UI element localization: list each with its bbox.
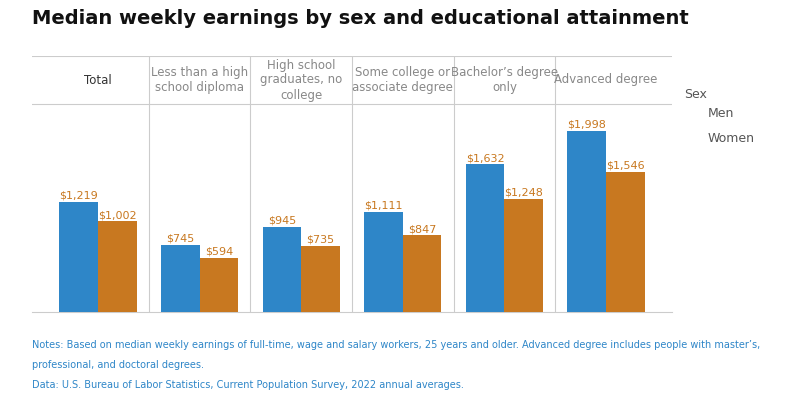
Text: Advanced degree: Advanced degree [554, 74, 658, 86]
Text: Bachelor’s degree
only: Bachelor’s degree only [451, 66, 558, 94]
Text: $1,998: $1,998 [567, 120, 606, 130]
Text: $1,002: $1,002 [98, 210, 137, 220]
Text: Some college or
associate degree: Some college or associate degree [352, 66, 454, 94]
Bar [302, 246, 340, 312]
Text: Women: Women [708, 132, 755, 144]
Text: Notes: Based on median weekly earnings of full-time, wage and salary workers, 25: Notes: Based on median weekly earnings o… [32, 340, 760, 350]
Text: High school
graduates, no
college: High school graduates, no college [260, 58, 342, 102]
Bar [262, 226, 302, 312]
Text: $735: $735 [306, 234, 334, 244]
Text: $1,546: $1,546 [606, 161, 645, 171]
Text: Median weekly earnings by sex and educational attainment: Median weekly earnings by sex and educat… [32, 9, 689, 28]
Text: $1,111: $1,111 [364, 200, 402, 210]
Text: Men: Men [708, 108, 734, 120]
Bar [606, 172, 645, 312]
Text: $1,219: $1,219 [59, 190, 98, 200]
Text: Less than a high
school diploma: Less than a high school diploma [151, 66, 248, 94]
Bar [567, 131, 606, 312]
Bar [98, 221, 137, 312]
Text: Total: Total [84, 74, 112, 86]
Text: $1,248: $1,248 [504, 188, 543, 198]
Bar [59, 202, 98, 312]
Text: $594: $594 [205, 247, 233, 257]
Bar [161, 245, 200, 312]
Text: $847: $847 [408, 224, 436, 234]
Bar [402, 236, 442, 312]
Text: $945: $945 [268, 215, 296, 225]
Text: Sex: Sex [684, 88, 707, 101]
Text: $745: $745 [166, 233, 194, 243]
Bar [364, 212, 402, 312]
Text: professional, and doctoral degrees.: professional, and doctoral degrees. [32, 360, 204, 370]
Text: Data: U.S. Bureau of Labor Statistics, Current Population Survey, 2022 annual av: Data: U.S. Bureau of Labor Statistics, C… [32, 380, 464, 390]
Bar [504, 199, 543, 312]
Bar [200, 258, 238, 312]
Text: $1,632: $1,632 [466, 153, 504, 163]
Bar [466, 164, 504, 312]
